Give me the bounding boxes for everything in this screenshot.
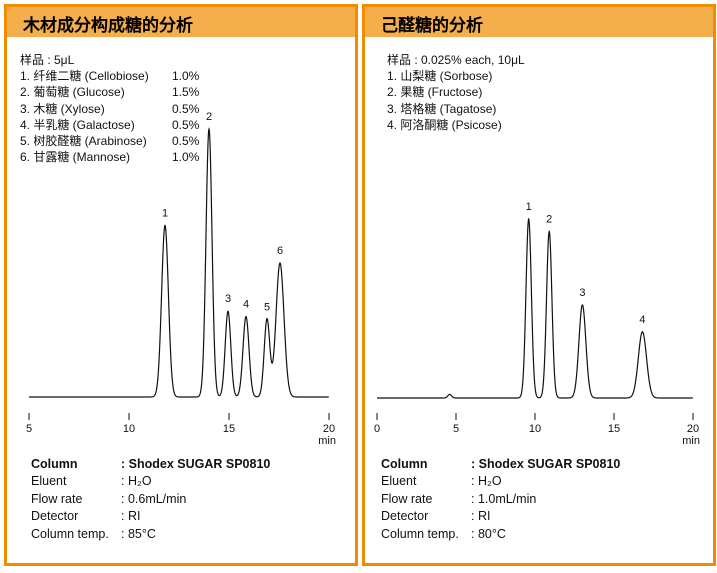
panel-title: 己醛糖的分析 — [381, 16, 483, 36]
condition-label: Flow rate — [31, 491, 83, 506]
sample-info: 样品 : 0.025% each, 10μL — [387, 53, 525, 67]
condition-label: Column — [31, 457, 78, 471]
legend-item: 4. 阿洛酮糖 (Psicose) — [387, 117, 502, 132]
condition-value: : RI — [121, 509, 141, 524]
legend-item: 1. 纤维二糖 (Cellobiose) 1.0% — [20, 68, 199, 84]
legend-item: 3. 塔格糖 (Tagatose) — [387, 101, 497, 116]
condition-label: Flow rate — [381, 491, 433, 506]
condition-label: Eluent — [381, 474, 417, 489]
condition-row: Column : Shodex SUGAR SP0810 — [31, 456, 331, 473]
sample-legend: 样品 : 5μL 1. 纤维二糖 (Cellobiose) 1.0% 2. 葡萄糖… — [20, 52, 199, 165]
legend-concentration: 1.0% — [172, 150, 200, 165]
condition-label: Column temp. — [381, 526, 459, 541]
legend-item: 6. 甘露糖 (Mannose) 1.0% — [20, 149, 199, 165]
condition-row: Column : Shodex SUGAR SP0810 — [381, 456, 681, 473]
condition-value: : 0.6mL/min — [121, 491, 187, 506]
condition-value: : RI — [471, 509, 491, 524]
panel-header: 己醛糖的分析 — [365, 7, 713, 37]
legend-label: 1. 纤维二糖 (Cellobiose) — [20, 69, 149, 84]
legend-item: 5. 树胶醛糖 (Arabinose) 0.5% — [20, 133, 199, 149]
condition-value: : 85°C — [121, 526, 156, 541]
legend-concentration: 0.5% — [172, 133, 200, 148]
condition-value: : 80°C — [471, 526, 506, 541]
condition-label: Eluent — [31, 474, 67, 489]
sample-legend: 样品 : 0.025% each, 10μL 1. 山梨糖 (Sorbose) … — [387, 52, 525, 133]
conditions-right: Column : Shodex SUGAR SP0810 Eluent : H₂O Fl… — [381, 456, 681, 543]
condition-label: Detector — [31, 509, 79, 524]
condition-row: Flow rate : 1.0mL/min — [381, 491, 681, 508]
panel-header: 木材成分构成糖的分析 — [7, 7, 355, 37]
legend-concentration: 0.5% — [172, 117, 200, 132]
condition-row: Column temp. : 80°C — [381, 526, 681, 543]
condition-row: Flow rate : 0.6mL/min — [31, 491, 331, 508]
condition-label: Detector — [381, 509, 429, 524]
legend-item: 4. 半乳糖 (Galactose) 0.5% — [20, 117, 199, 133]
legend-label: 5. 树胶醛糖 (Arabinose) — [20, 133, 147, 148]
condition-row: Detector : RI — [381, 508, 681, 525]
legend-item: 3. 木糖 (Xylose) 0.5% — [20, 101, 199, 117]
legend-item: 2. 葡萄糖 (Glucose) 1.5% — [20, 84, 199, 100]
legend-label: 4. 半乳糖 (Galactose) — [20, 117, 135, 132]
panel-title: 木材成分构成糖的分析 — [23, 16, 193, 36]
condition-row: Eluent : H₂O — [31, 473, 331, 490]
condition-value: : 1.0mL/min — [471, 491, 537, 506]
legend-label: 3. 木糖 (Xylose) — [20, 101, 105, 116]
condition-label: Column temp. — [31, 526, 109, 541]
condition-row: Eluent : H₂O — [381, 473, 681, 490]
condition-value: : H₂O — [121, 474, 152, 489]
condition-value: : Shodex SUGAR SP0810 — [471, 457, 621, 471]
legend-label: 6. 甘露糖 (Mannose) — [20, 150, 131, 165]
legend-item: 2. 果糖 (Fructose) — [387, 85, 483, 100]
condition-value: : Shodex SUGAR SP0810 — [121, 457, 271, 471]
legend-item: 1. 山梨糖 (Sorbose) — [387, 69, 493, 84]
condition-label: Column — [381, 457, 428, 471]
condition-row: Detector : RI — [31, 508, 331, 525]
legend-concentration: 1.0% — [172, 69, 200, 84]
legend-concentration: 0.5% — [172, 101, 200, 116]
condition-value: : H₂O — [471, 474, 502, 489]
conditions-left: Column : Shodex SUGAR SP0810 Eluent : H₂O Fl… — [31, 456, 331, 543]
sample-info: 样品 : 5μL — [20, 53, 75, 67]
condition-row: Column temp. : 85°C — [31, 526, 331, 543]
legend-concentration: 1.5% — [172, 85, 200, 100]
legend-label: 2. 葡萄糖 (Glucose) — [20, 85, 125, 100]
